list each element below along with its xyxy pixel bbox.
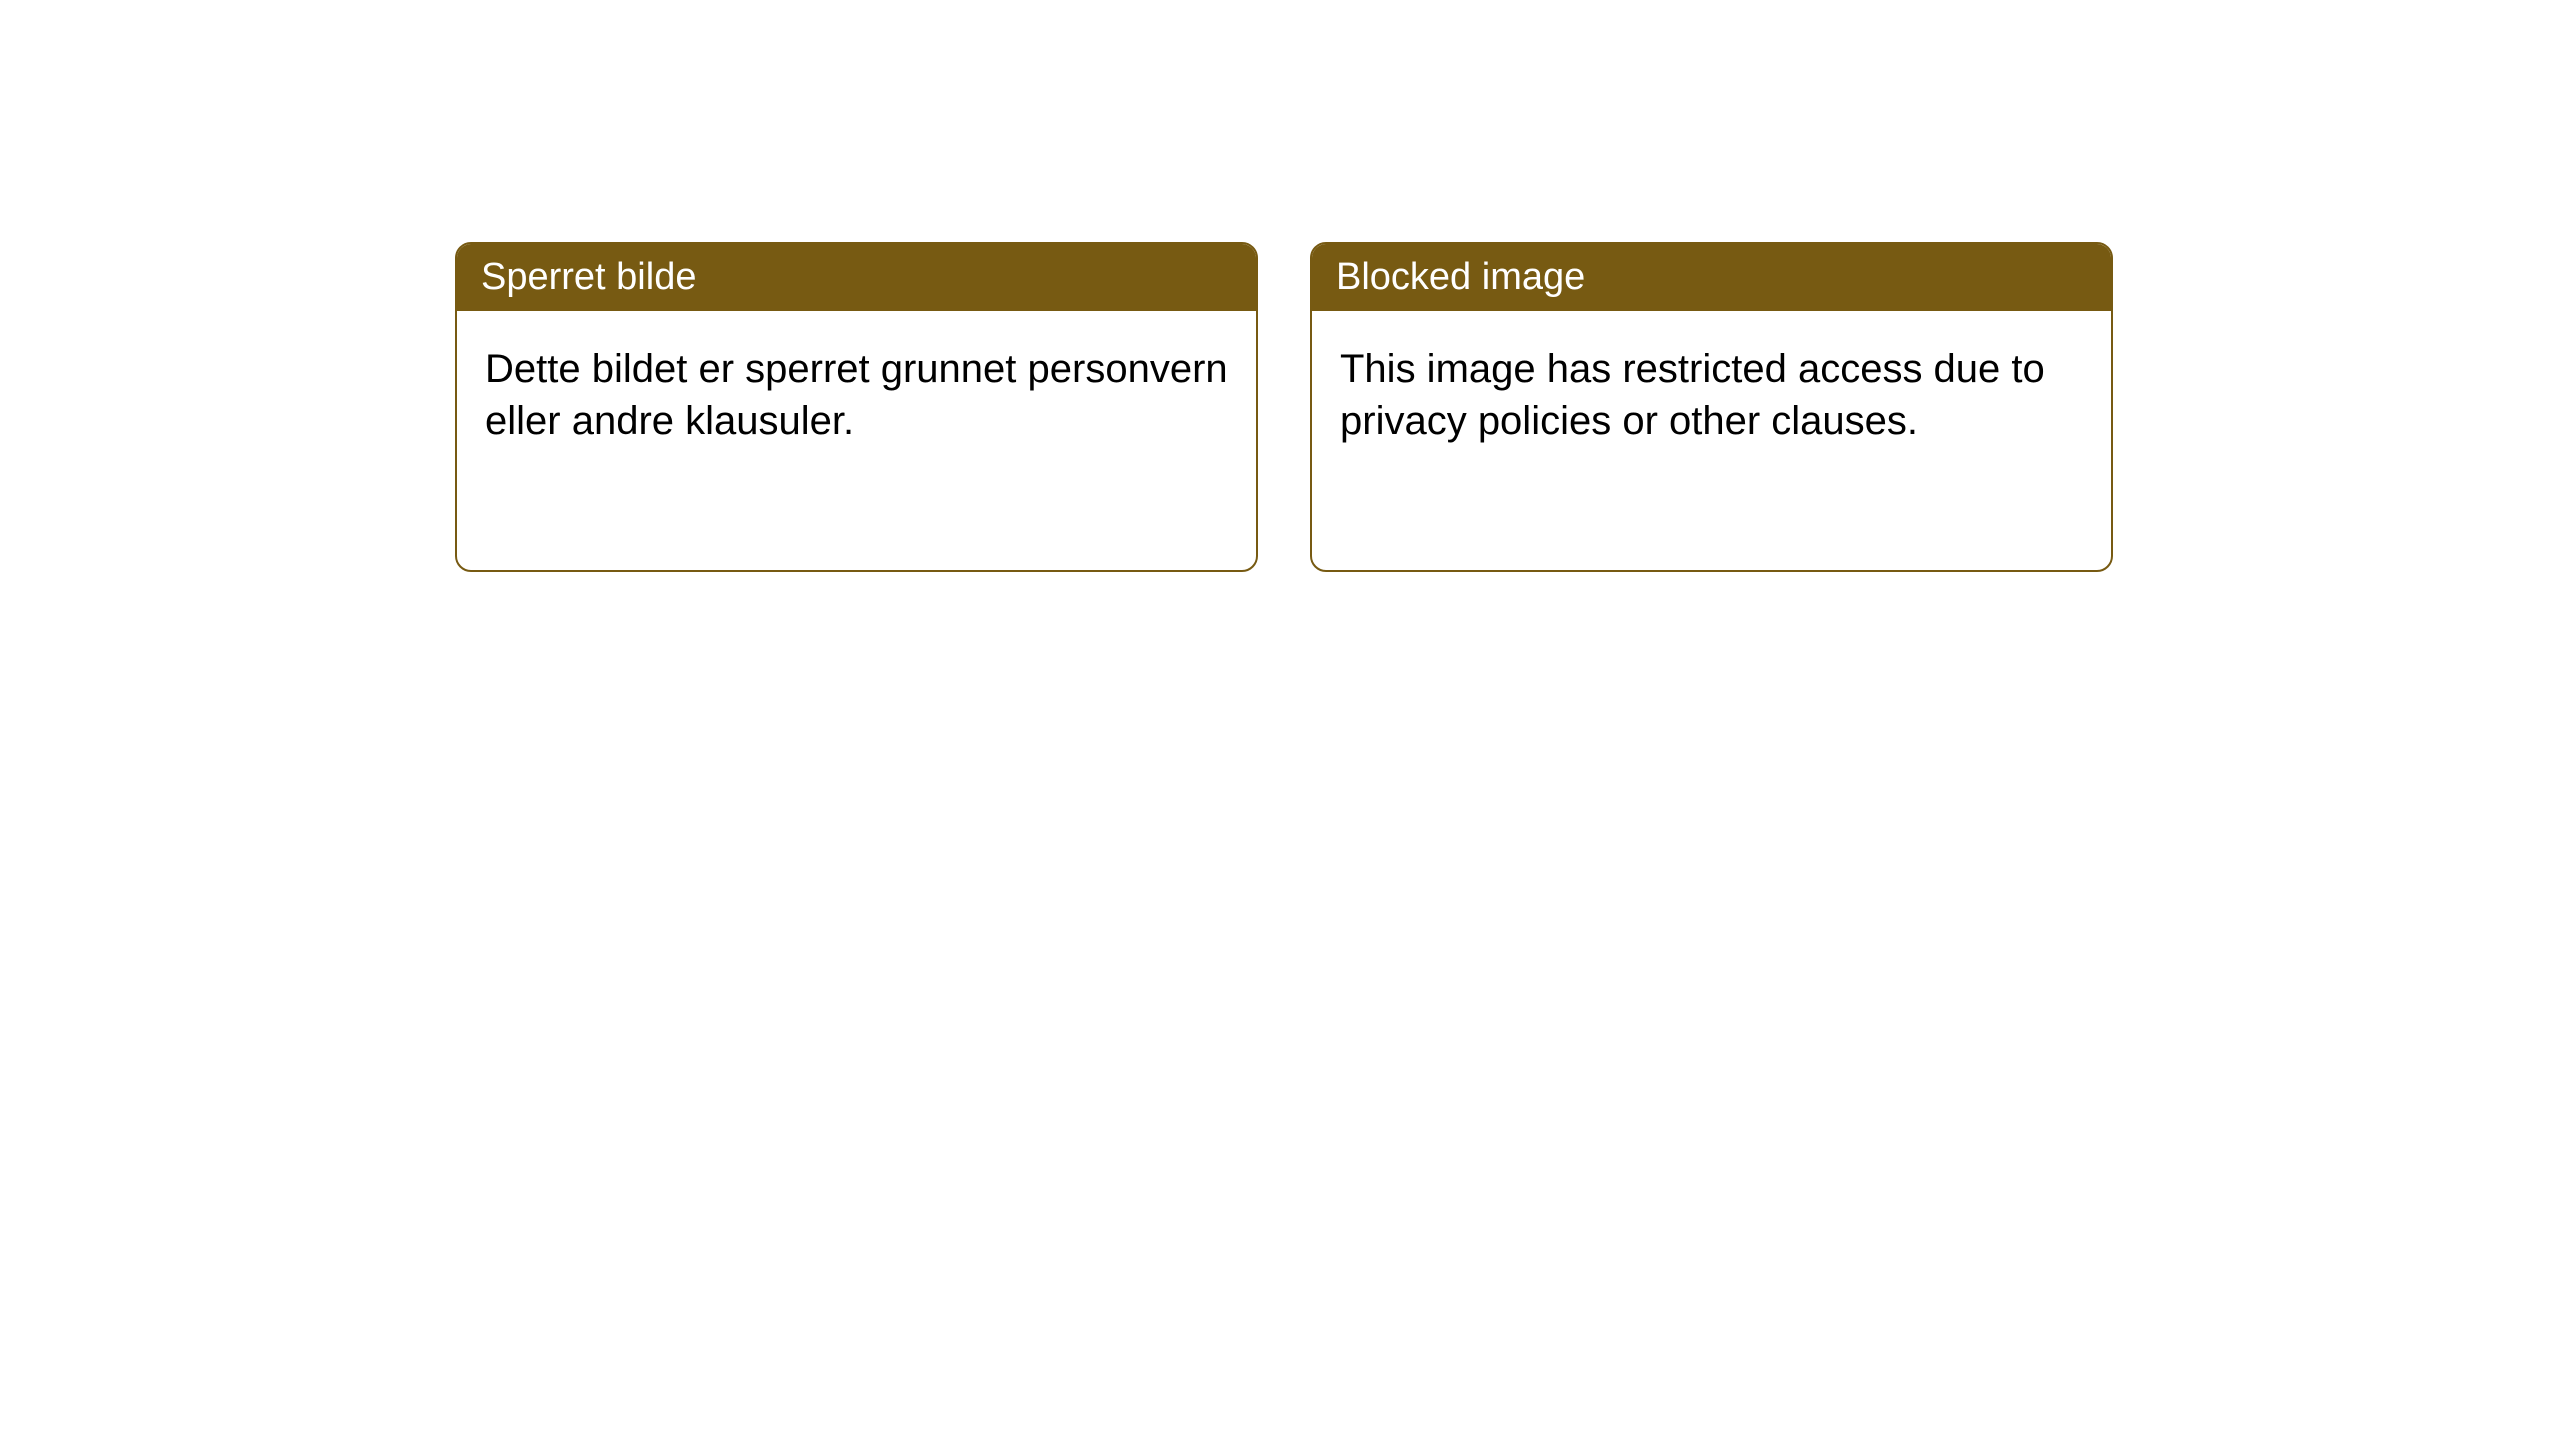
blocked-image-card-english: Blocked image This image has restricted … [1310,242,2113,572]
card-body: Dette bildet er sperret grunnet personve… [457,311,1256,479]
blocked-image-card-norwegian: Sperret bilde Dette bildet er sperret gr… [455,242,1258,572]
card-title: Sperret bilde [457,244,1256,311]
card-title: Blocked image [1312,244,2111,311]
notice-container: Sperret bilde Dette bildet er sperret gr… [0,0,2560,572]
card-body: This image has restricted access due to … [1312,311,2111,479]
